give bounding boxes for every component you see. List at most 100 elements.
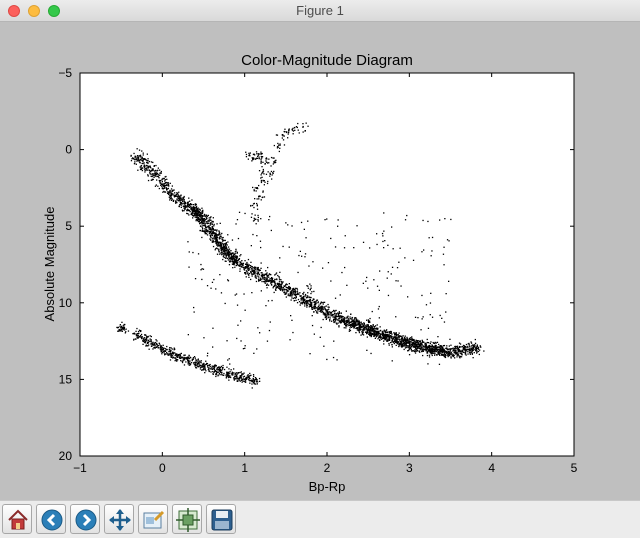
data-point — [225, 243, 227, 246]
data-point — [228, 261, 231, 263]
data-point — [308, 306, 310, 308]
data-point — [355, 325, 357, 327]
data-point — [227, 241, 229, 243]
configure-subplots-button[interactable] — [172, 504, 202, 534]
data-point — [218, 244, 220, 247]
x-axis-ticks: −1 0 1 2 3 4 5 — [73, 73, 578, 475]
data-point — [404, 345, 406, 347]
data-point — [258, 184, 260, 187]
data-point — [238, 379, 241, 381]
data-point — [300, 295, 302, 297]
data-point — [323, 313, 325, 315]
data-point — [457, 347, 459, 349]
save-button[interactable] — [206, 504, 236, 534]
data-point — [222, 247, 224, 249]
data-point — [183, 202, 185, 205]
data-point — [358, 325, 360, 327]
figure-canvas[interactable]: −1 0 1 2 3 4 5 −5 0 5 10 15 20 Color-Magnitude Diag… — [0, 22, 640, 500]
data-point — [212, 368, 214, 370]
data-point — [234, 257, 236, 259]
data-point — [347, 319, 349, 321]
data-point — [335, 322, 337, 324]
data-point — [192, 358, 194, 360]
data-point — [453, 354, 455, 357]
data-point — [318, 307, 321, 309]
data-point — [404, 347, 407, 349]
back-button[interactable] — [36, 504, 66, 534]
data-point — [188, 357, 191, 360]
data-point — [225, 242, 227, 245]
data-point — [294, 293, 297, 295]
close-window-button[interactable] — [8, 5, 20, 17]
data-point — [137, 157, 139, 160]
data-point — [236, 219, 239, 221]
data-point — [179, 354, 182, 357]
data-point — [171, 192, 173, 194]
data-point — [468, 342, 470, 345]
data-point — [378, 336, 381, 339]
data-point — [246, 266, 248, 268]
data-point — [165, 175, 167, 178]
data-point — [148, 344, 150, 346]
data-point — [433, 350, 436, 353]
data-point — [234, 259, 237, 261]
data-point — [420, 346, 422, 348]
data-point — [352, 322, 354, 324]
data-point — [350, 321, 352, 324]
data-point — [182, 210, 184, 212]
data-point — [197, 220, 200, 223]
data-point — [410, 338, 412, 341]
data-point — [277, 274, 279, 277]
data-point — [448, 345, 450, 347]
data-point — [304, 256, 306, 258]
data-point — [146, 153, 148, 155]
forward-button[interactable] — [70, 504, 100, 534]
data-point — [364, 328, 366, 330]
zoom-button[interactable] — [138, 504, 168, 534]
data-point — [260, 153, 263, 155]
data-point — [143, 165, 145, 167]
data-point — [369, 331, 371, 333]
data-point — [385, 336, 387, 338]
data-point — [261, 276, 263, 278]
data-point — [254, 269, 256, 271]
data-point — [431, 347, 433, 349]
data-point — [147, 158, 149, 160]
data-point — [186, 357, 189, 359]
home-button[interactable] — [2, 504, 32, 534]
data-point — [348, 323, 350, 325]
data-point — [253, 267, 256, 269]
data-point — [230, 373, 233, 375]
data-point — [355, 327, 357, 329]
zoom-window-button[interactable] — [48, 5, 60, 17]
data-point — [245, 272, 247, 274]
data-point — [319, 310, 321, 312]
data-point — [300, 221, 303, 224]
data-point — [185, 205, 187, 207]
data-point — [341, 271, 343, 274]
data-point — [139, 330, 141, 332]
data-point — [226, 340, 228, 342]
data-point — [225, 260, 227, 262]
data-point — [210, 219, 212, 221]
data-point — [278, 285, 280, 288]
data-point — [430, 351, 432, 353]
data-point — [369, 317, 371, 320]
data-point — [199, 225, 202, 227]
pan-button[interactable] — [104, 504, 134, 534]
data-point — [394, 337, 397, 339]
data-point — [370, 325, 372, 327]
data-point — [187, 241, 189, 243]
data-point — [407, 346, 409, 348]
data-point — [249, 380, 251, 382]
data-point — [245, 156, 248, 158]
minimize-window-button[interactable] — [28, 5, 40, 17]
data-point — [292, 133, 294, 135]
data-point — [183, 205, 186, 208]
data-point — [429, 302, 432, 304]
data-point — [249, 152, 251, 154]
data-point — [247, 377, 249, 379]
data-point — [251, 266, 254, 268]
data-point — [353, 326, 355, 328]
